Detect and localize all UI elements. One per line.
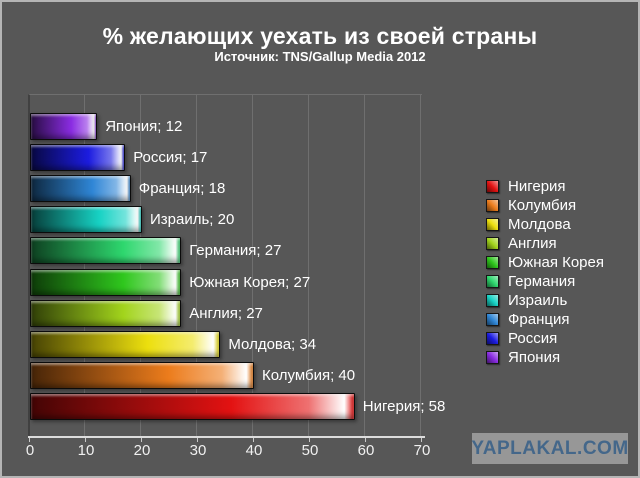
x-axis-tick-label-10: 10: [77, 442, 95, 459]
legend-item-Англия: Англия: [486, 234, 604, 252]
x-axis-tick-30: [197, 438, 198, 442]
gridline-40: [252, 95, 253, 436]
legend-swatch-Израиль: [486, 294, 499, 307]
x-axis-tick-label-70: 70: [413, 442, 431, 459]
legend-label-Франция: Франция: [508, 310, 570, 328]
chart-title: % желающих уехать из своей страны: [102, 23, 538, 49]
legend-label-Нигерия: Нигерия: [508, 177, 566, 195]
bar-label-Нигерия: Нигерия; 58: [362, 398, 446, 416]
gridline-70: [420, 95, 421, 436]
legend: Нигерия Колумбия Молдова Англия Южная Корея Г…: [486, 177, 604, 370]
bar-label-Южная Корея: Южная Корея; 27: [189, 273, 311, 291]
bar-Франция: [30, 174, 131, 202]
gridline-10: [84, 95, 85, 436]
legend-item-Южная Корея: Южная Корея: [486, 253, 604, 271]
bar-label-Германия: Германия; 27: [189, 242, 282, 260]
bar-Россия: [30, 143, 126, 171]
legend-label-Англия: Англия: [508, 234, 557, 252]
plot-area: Япония; 12 Россия; 17 Франция; 18 Израиль; …: [28, 94, 445, 436]
x-axis-tick-label-30: 30: [189, 442, 207, 459]
chart-subtitle: Источник: TNS/Gallup Media 2012: [214, 49, 426, 64]
bar-label-Колумбия: Колумбия; 40: [262, 367, 356, 385]
legend-swatch-Южная Корея: [486, 256, 499, 269]
legend-swatch-Франция: [486, 313, 499, 326]
watermark: YAPLAKAL.COM: [471, 433, 628, 464]
bar-Нигерия: [30, 393, 355, 421]
x-axis-tick-label-40: 40: [245, 442, 263, 459]
legend-label-Колумбия: Колумбия: [508, 196, 577, 214]
x-axis-tick-label-50: 50: [301, 442, 319, 459]
legend-label-Южная Корея: Южная Корея: [508, 253, 604, 271]
legend-item-Нигерия: Нигерия: [486, 177, 604, 195]
x-axis-line: [28, 436, 425, 438]
x-axis-tick-label-20: 20: [133, 442, 151, 459]
legend-item-Франция: Франция: [486, 310, 604, 328]
legend-item-Россия: Россия: [486, 329, 604, 347]
x-axis-tick-0: [29, 438, 30, 442]
gridline-30: [196, 95, 197, 436]
x-axis-tick-70: [421, 438, 422, 442]
bar-Молдова: [30, 330, 221, 358]
x-axis-tick-label-0: 0: [25, 442, 35, 459]
gridline-20: [140, 95, 141, 436]
legend-swatch-Япония: [486, 351, 499, 364]
bar-Израиль: [30, 206, 142, 234]
x-axis-tick-label-60: 60: [357, 442, 375, 459]
legend-label-Молдова: Молдова: [508, 215, 571, 233]
bar-label-Израиль: Израиль; 20: [150, 211, 235, 229]
bar-Южная Корея: [30, 268, 182, 296]
bar-Англия: [30, 299, 182, 327]
bar-Япония: [30, 112, 98, 140]
legend-swatch-Молдова: [486, 218, 499, 231]
bar-label-Япония: Япония; 12: [105, 117, 183, 135]
gridline-60: [364, 95, 365, 436]
legend-item-Япония: Япония: [486, 348, 604, 366]
bar-label-Молдова: Молдова; 34: [228, 335, 317, 353]
bar-label-Россия: Россия; 17: [133, 148, 208, 166]
bar-Колумбия: [30, 362, 254, 390]
legend-label-Израиль: Израиль: [508, 291, 568, 309]
legend-swatch-Колумбия: [486, 199, 499, 212]
x-axis-tick-50: [309, 438, 310, 442]
legend-label-Россия: Россия: [508, 329, 558, 347]
legend-label-Германия: Германия: [508, 272, 576, 290]
bar-Германия: [30, 237, 182, 265]
x-axis-tick-40: [253, 438, 254, 442]
legend-label-Япония: Япония: [508, 348, 561, 366]
legend-swatch-Нигерия: [486, 180, 499, 193]
x-axis-tick-10: [85, 438, 86, 442]
bar-label-Англия: Англия; 27: [189, 304, 263, 322]
x-axis-tick-20: [141, 438, 142, 442]
gridline-50: [308, 95, 309, 436]
legend-item-Израиль: Израиль: [486, 291, 604, 309]
legend-swatch-Англия: [486, 237, 499, 250]
legend-item-Молдова: Молдова: [486, 215, 604, 233]
legend-swatch-Россия: [486, 332, 499, 345]
bar-label-Франция: Франция; 18: [138, 179, 226, 197]
legend-item-Колумбия: Колумбия: [486, 196, 604, 214]
legend-item-Германия: Германия: [486, 272, 604, 290]
legend-swatch-Германия: [486, 275, 499, 288]
x-axis-tick-60: [365, 438, 366, 442]
